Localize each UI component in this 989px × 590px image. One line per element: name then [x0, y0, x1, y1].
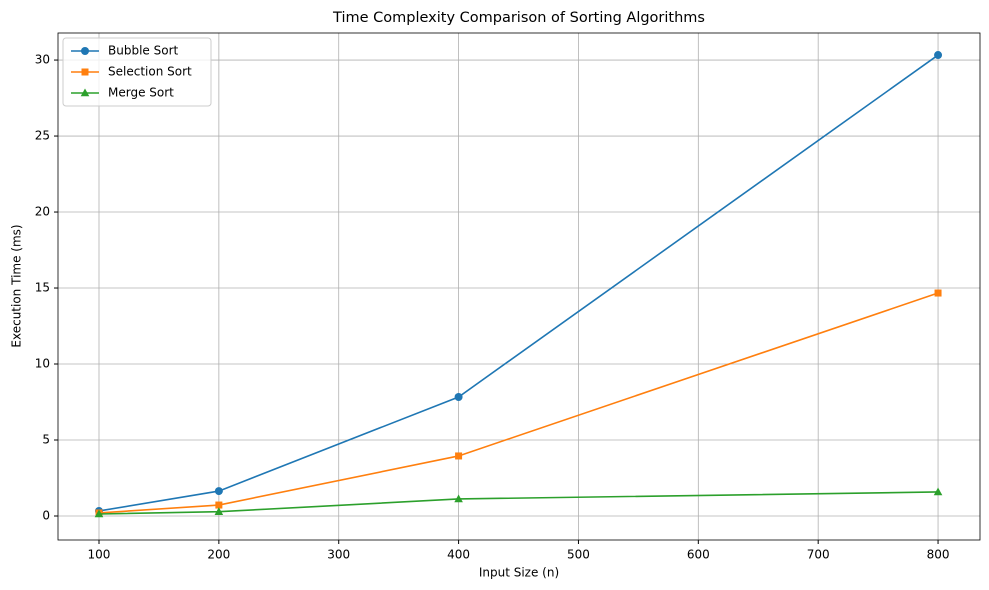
y-tick-label: 30	[35, 53, 50, 67]
marker	[214, 507, 224, 516]
marker	[80, 88, 90, 97]
x-tick-label: 300	[327, 548, 350, 562]
marker	[933, 487, 943, 496]
marker	[934, 51, 943, 60]
legend-label: Bubble Sort	[108, 44, 178, 58]
y-axis-label: Execution Time (ms)	[10, 224, 24, 347]
marker	[81, 68, 89, 76]
series-line	[98, 292, 939, 514]
marker	[454, 494, 463, 503]
x-tick-label: 100	[88, 548, 111, 562]
marker	[454, 392, 463, 401]
marker	[214, 487, 223, 496]
legend-label: Merge Sort	[108, 86, 174, 100]
x-tick-label: 400	[447, 548, 470, 562]
x-tick-label: 200	[207, 548, 230, 562]
series-line	[98, 54, 939, 512]
marker	[215, 501, 223, 509]
y-tick-label: 15	[35, 281, 50, 295]
plot-frame	[57, 32, 981, 541]
x-axis-label: Input Size (n)	[479, 566, 559, 580]
series-line	[98, 491, 939, 515]
y-tick-label: 0	[42, 508, 50, 522]
marker	[934, 289, 942, 297]
y-tick-label: 20	[35, 205, 50, 219]
x-tick-label: 800	[927, 548, 950, 562]
y-tick-label: 25	[35, 129, 50, 143]
marker	[81, 47, 89, 55]
x-tick-label: 700	[807, 548, 830, 562]
chart-title: Time Complexity Comparison of Sorting Al…	[332, 10, 705, 26]
x-tick-label: 600	[687, 548, 710, 562]
marker	[455, 452, 463, 460]
marker	[94, 509, 104, 518]
legend-box	[62, 37, 212, 107]
y-tick-label: 10	[35, 357, 50, 371]
y-tick-label: 5	[42, 432, 50, 446]
x-tick-label: 500	[567, 548, 590, 562]
legend-label: Selection Sort	[108, 65, 192, 79]
